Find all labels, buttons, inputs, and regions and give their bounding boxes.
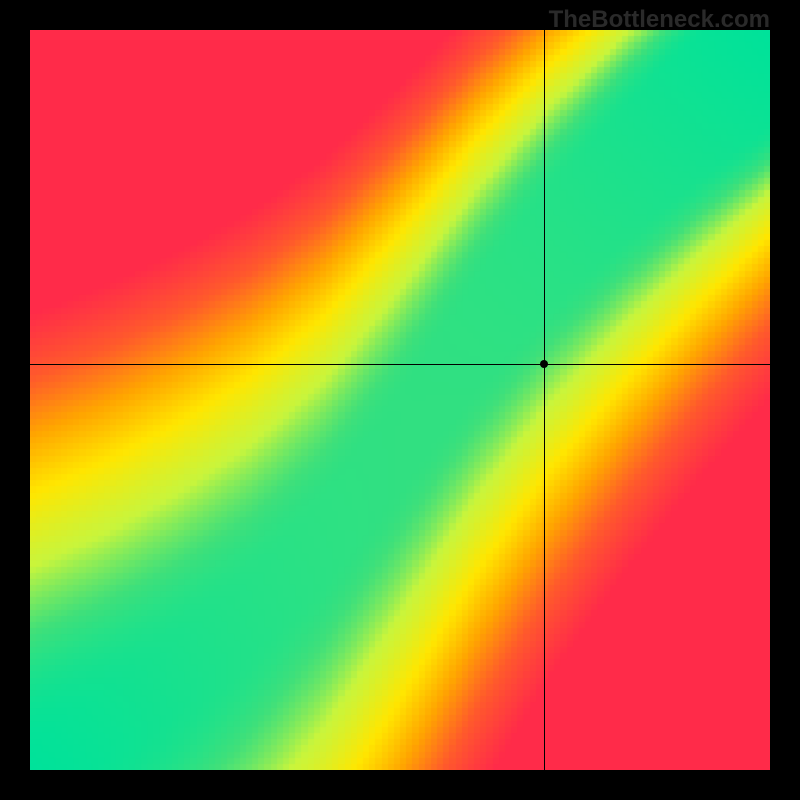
bottleneck-heatmap xyxy=(30,30,770,770)
crosshair-horizontal xyxy=(30,364,770,365)
watermark-text: TheBottleneck.com xyxy=(549,6,770,34)
crosshair-vertical xyxy=(544,30,545,770)
crosshair-marker xyxy=(540,360,548,368)
chart-frame: TheBottleneck.com xyxy=(0,0,800,800)
